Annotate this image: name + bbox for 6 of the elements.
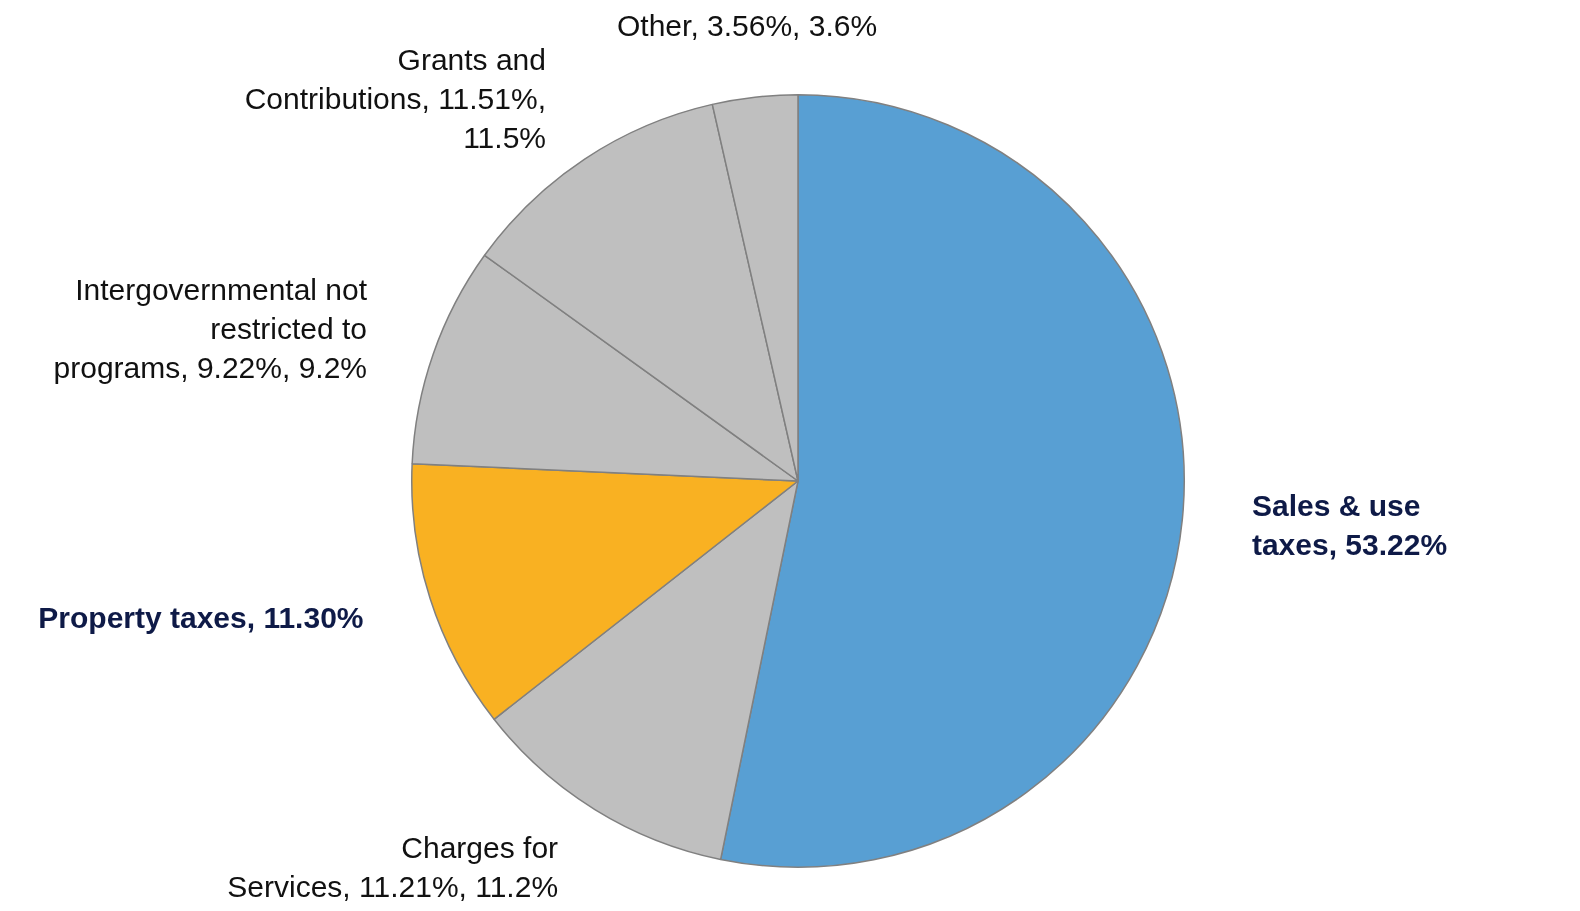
- slice-label: Intergovernmental not restricted to programs, 9.22%, 9.2%: [53, 273, 368, 385]
- slice-label: Charges for Services, 11.21%, 11.2%: [227, 830, 559, 903]
- slice-label: Property taxes, 11.30%: [38, 601, 364, 635]
- slice-label: Sales & use taxes, 53.22%: [1251, 488, 1448, 561]
- slice-label: Other, 3.56%, 3.6%: [617, 8, 878, 42]
- slice-label: Grants and Contributions, 11.51%, 11.5%: [244, 42, 546, 154]
